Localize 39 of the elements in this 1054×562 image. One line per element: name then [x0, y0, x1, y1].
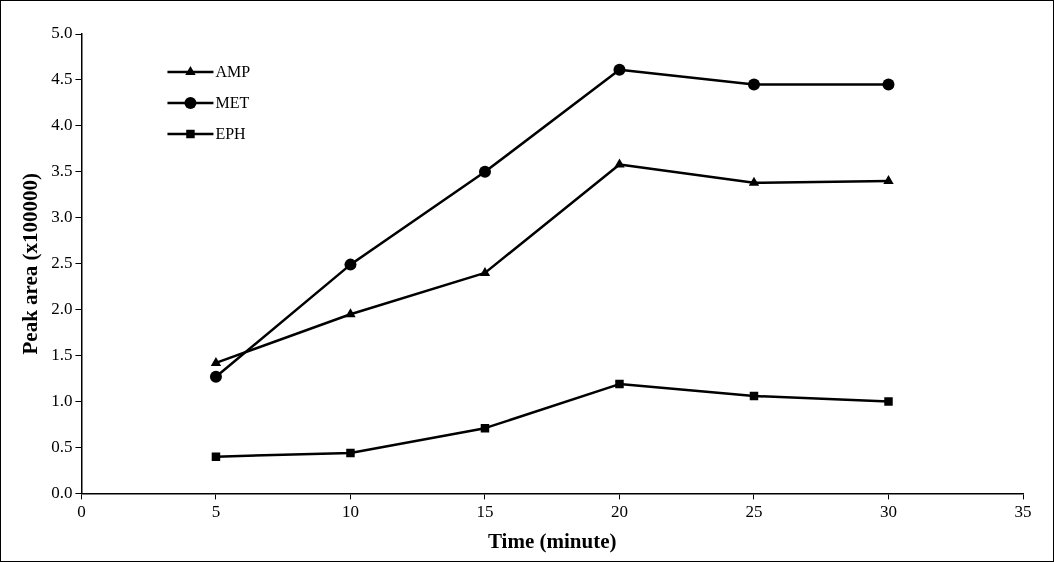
y-tick-label: 0.5	[51, 436, 73, 456]
point	[210, 356, 222, 366]
point	[748, 176, 760, 186]
point	[883, 175, 894, 185]
x-tick-label: 30	[879, 502, 897, 522]
x-tick-label: 5	[211, 502, 221, 522]
point	[346, 448, 355, 458]
point	[479, 266, 491, 276]
point	[882, 78, 895, 91]
point	[345, 308, 356, 318]
x-tick-label: 10	[341, 502, 359, 522]
legend-label: AMP	[215, 63, 251, 81]
legend-label: MET	[215, 94, 250, 112]
y-tick-label: 3.0	[51, 207, 73, 227]
x-tick-label: 15	[476, 502, 494, 522]
point	[747, 78, 760, 91]
y-tick-label: 5.0	[51, 23, 73, 43]
y-tick-label: 3.5	[51, 161, 73, 181]
y-tick-label: 4.0	[51, 115, 73, 135]
y-tick-label: 1.0	[51, 390, 73, 410]
y-tick-label: 4.5	[51, 69, 73, 89]
y-axis-title: Peak area (x100000)	[18, 172, 43, 355]
point	[478, 165, 491, 178]
x-tick-label: 20	[610, 502, 628, 522]
y-tick-label: 1.5	[51, 345, 73, 365]
x-tick-label: 35	[1014, 502, 1032, 522]
point	[211, 452, 221, 461]
legend-label: EPH	[215, 125, 247, 143]
point	[615, 379, 624, 389]
x-axis-title: Time (minute)	[487, 528, 617, 553]
x-tick-label: 25	[745, 502, 763, 522]
point	[209, 370, 222, 383]
point	[613, 63, 626, 76]
point	[344, 258, 357, 271]
x-tick-label: 0	[77, 502, 86, 522]
y-tick-label: 0.0	[51, 482, 73, 502]
y-tick-label: 2.5	[51, 253, 73, 273]
point	[884, 397, 893, 406]
y-tick-label: 2.0	[51, 299, 73, 319]
